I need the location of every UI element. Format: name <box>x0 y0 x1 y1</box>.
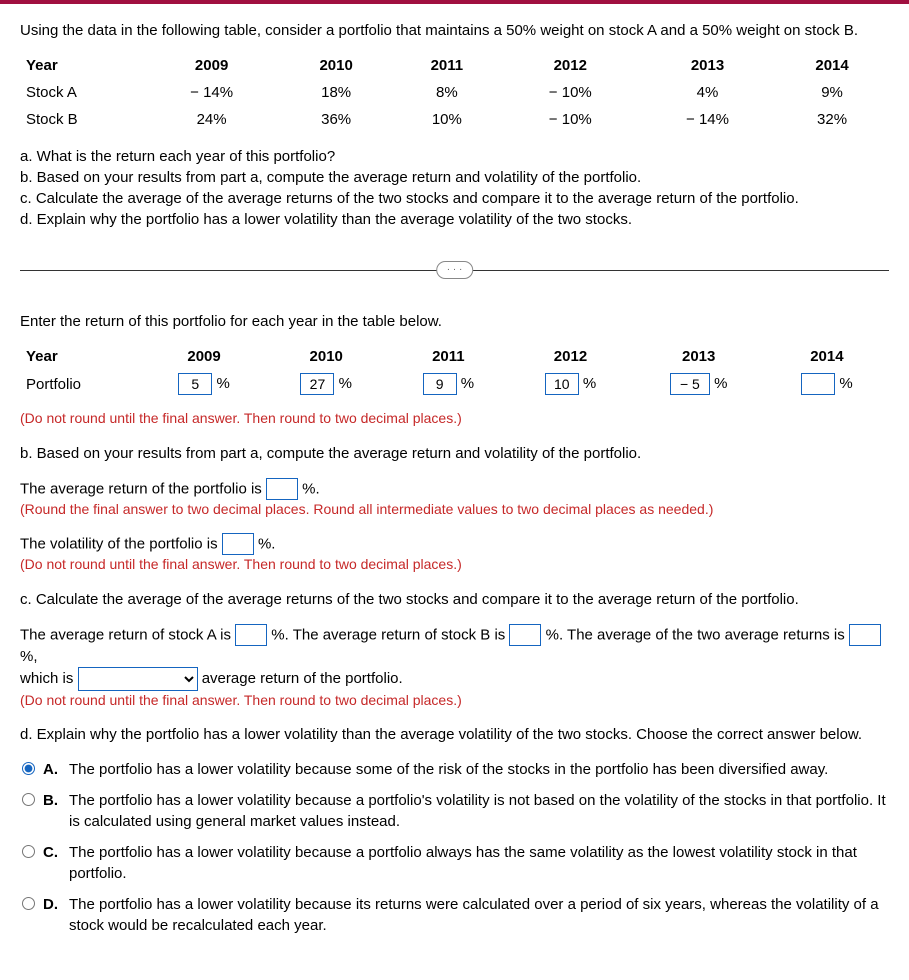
option-d-row[interactable]: D. The portfolio has a lower volatility … <box>20 894 889 936</box>
portfolio-2011-input[interactable] <box>423 373 457 395</box>
q-d: d. Explain why the portfolio has a lower… <box>20 209 889 230</box>
q-a: a. What is the return each year of this … <box>20 146 889 167</box>
year-header: Year <box>22 344 142 369</box>
c-text-5: which is <box>20 670 78 687</box>
col-2009: 2009 <box>144 344 264 369</box>
pct: % <box>339 375 352 392</box>
cell: 10% <box>393 107 501 132</box>
portfolio-2009-input[interactable] <box>178 373 212 395</box>
cell: 18% <box>281 80 391 105</box>
hint-round-4: (Do not round until the final answer. Th… <box>20 691 889 711</box>
avg-of-avgs-input[interactable] <box>849 624 881 646</box>
portfolio-2012-input[interactable] <box>545 373 579 395</box>
avg-return-text-b: %. <box>302 480 320 497</box>
col-2014: 2014 <box>767 344 887 369</box>
col-2013: 2013 <box>633 344 765 369</box>
stock-a-label: Stock A <box>22 80 142 105</box>
c-text-1: The average return of stock A is <box>20 626 235 643</box>
volatility-text-b: %. <box>258 536 276 553</box>
option-c-text: The portfolio has a lower volatility bec… <box>69 842 889 884</box>
pct: % <box>216 375 229 392</box>
option-b-radio[interactable] <box>22 793 35 806</box>
pct: % <box>461 375 474 392</box>
avg-stock-a-input[interactable] <box>235 624 267 646</box>
col-2010: 2010 <box>266 344 386 369</box>
c-text-6: average return of the portfolio. <box>202 670 403 687</box>
part-b-heading: b. Based on your results from part a, co… <box>20 443 889 464</box>
option-d-radio[interactable] <box>22 897 35 910</box>
col-2013: 2013 <box>640 53 775 78</box>
cell: − 10% <box>503 80 638 105</box>
option-c-letter: C. <box>43 842 63 863</box>
divider-handle-icon[interactable]: · · · <box>436 261 474 279</box>
hint-round-1: (Do not round until the final answer. Th… <box>20 409 889 429</box>
cell: 8% <box>393 80 501 105</box>
table-row: Stock B 24% 36% 10% − 10% − 14% 32% <box>22 107 887 132</box>
part-c-heading: c. Calculate the average of the average … <box>20 589 889 610</box>
pct: % <box>714 375 727 392</box>
pct: % <box>583 375 596 392</box>
option-a-text: The portfolio has a lower volatility bec… <box>69 759 889 780</box>
option-c-row[interactable]: C. The portfolio has a lower volatility … <box>20 842 889 884</box>
portfolio-2013-input[interactable] <box>670 373 710 395</box>
portfolio-2014-input[interactable] <box>801 373 835 395</box>
portfolio-2010-input[interactable] <box>300 373 334 395</box>
cell: 4% <box>640 80 775 105</box>
volatility-text-a: The volatility of the portfolio is <box>20 536 222 553</box>
portfolio-label: Portfolio <box>22 371 142 397</box>
avg-stock-b-input[interactable] <box>509 624 541 646</box>
option-d-text: The portfolio has a lower volatility bec… <box>69 894 889 936</box>
col-2012: 2012 <box>503 53 638 78</box>
option-d-letter: D. <box>43 894 63 915</box>
cell: − 14% <box>640 107 775 132</box>
option-a-row[interactable]: A. The portfolio has a lower volatility … <box>20 759 889 780</box>
year-header: Year <box>22 53 142 78</box>
cell: − 14% <box>144 80 279 105</box>
option-b-text: The portfolio has a lower volatility bec… <box>69 790 889 832</box>
enter-prompt: Enter the return of this portfolio for e… <box>20 311 889 332</box>
cell: 32% <box>777 107 887 132</box>
stock-data-table: Year 2009 2010 2011 2012 2013 2014 Stock… <box>20 51 889 134</box>
col-2011: 2011 <box>388 344 508 369</box>
q-c: c. Calculate the average of the average … <box>20 188 889 209</box>
avg-return-input[interactable] <box>266 478 298 500</box>
cell: 9% <box>777 80 887 105</box>
section-divider: · · · <box>20 270 889 271</box>
c-text-2: %. The average return of stock B is <box>271 626 509 643</box>
cell: 36% <box>281 107 391 132</box>
option-b-row[interactable]: B. The portfolio has a lower volatility … <box>20 790 889 832</box>
answer-options: A. The portfolio has a lower volatility … <box>20 759 889 936</box>
q-b: b. Based on your results from part a, co… <box>20 167 889 188</box>
c-text-4: %, <box>20 648 38 665</box>
avg-return-text-a: The average return of the portfolio is <box>20 480 266 497</box>
cell: − 10% <box>503 107 638 132</box>
pct: % <box>839 375 852 392</box>
question-list: a. What is the return each year of this … <box>20 146 889 230</box>
col-2014: 2014 <box>777 53 887 78</box>
c-text-3: %. The average of the two average return… <box>546 626 849 643</box>
col-2010: 2010 <box>281 53 391 78</box>
hint-round-2: (Round the final answer to two decimal p… <box>20 500 889 520</box>
stock-b-label: Stock B <box>22 107 142 132</box>
cell: 24% <box>144 107 279 132</box>
option-a-radio[interactable] <box>22 762 35 775</box>
part-d-heading: d. Explain why the portfolio has a lower… <box>20 724 889 745</box>
volatility-input[interactable] <box>222 533 254 555</box>
hint-round-3: (Do not round until the final answer. Th… <box>20 555 889 575</box>
portfolio-input-table: Year 2009 2010 2011 2012 2013 2014 Portf… <box>20 342 889 399</box>
compare-select[interactable] <box>78 667 198 691</box>
table-row: Stock A − 14% 18% 8% − 10% 4% 9% <box>22 80 887 105</box>
option-a-letter: A. <box>43 759 63 780</box>
col-2011: 2011 <box>393 53 501 78</box>
option-b-letter: B. <box>43 790 63 811</box>
col-2012: 2012 <box>510 344 630 369</box>
col-2009: 2009 <box>144 53 279 78</box>
intro-text: Using the data in the following table, c… <box>20 20 889 41</box>
table-row: Portfolio % % % % % % <box>22 371 887 397</box>
option-c-radio[interactable] <box>22 845 35 858</box>
